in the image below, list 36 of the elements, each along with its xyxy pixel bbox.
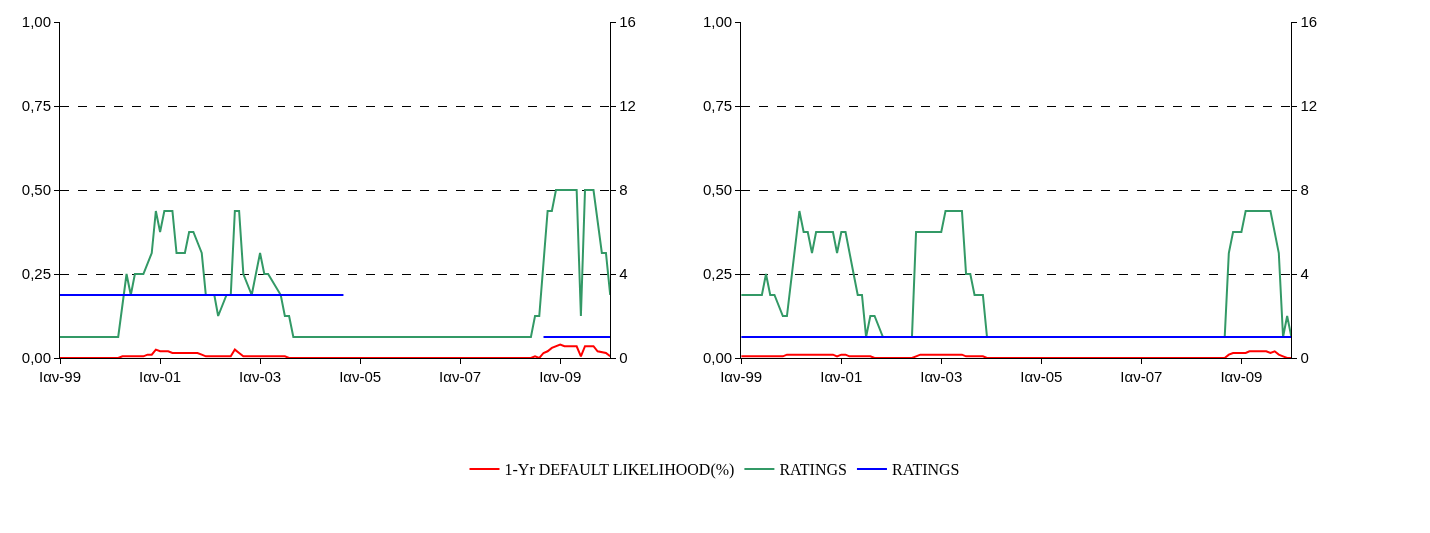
x-tick-label: Ιαν-07 xyxy=(439,368,482,385)
y2-tick-label: 0 xyxy=(1300,349,1309,367)
y-tick-label: 0,50 xyxy=(21,181,51,199)
y2-tick-label: 4 xyxy=(1300,265,1309,283)
x-tick-label: Ιαν-05 xyxy=(1020,368,1063,385)
y-tick-label: 0,75 xyxy=(703,97,733,115)
x-tick-label: Ιαν-01 xyxy=(139,368,182,385)
y-tick-label: 0,00 xyxy=(21,349,51,367)
y-tick-label: 0,75 xyxy=(21,97,51,115)
legend-label: 1-Yr DEFAULT LIKELIHOOD(%) xyxy=(504,461,735,480)
x-tick-label: Ιαν-99 xyxy=(720,368,763,385)
y2-tick-label: 8 xyxy=(619,181,628,199)
y-tick-label: 1,00 xyxy=(21,13,51,31)
y-tick-label: 0,25 xyxy=(21,265,51,283)
y-tick-label: 0,00 xyxy=(703,349,733,367)
y2-tick-label: 0 xyxy=(619,349,628,367)
y-tick-label: 0,50 xyxy=(703,181,733,199)
x-tick-label: Ιαν-09 xyxy=(539,368,582,385)
y-tick-label: 0,25 xyxy=(703,265,733,283)
y2-tick-label: 12 xyxy=(1300,97,1318,115)
legend-label: RATINGS xyxy=(779,461,847,479)
x-tick-label: Ιαν-99 xyxy=(38,368,82,385)
x-tick-label: Ιαν-03 xyxy=(920,368,963,385)
y2-tick-label: 16 xyxy=(1300,13,1318,31)
y-tick-label: 1,00 xyxy=(703,13,733,31)
legend-label: RATINGS xyxy=(891,461,960,479)
y2-tick-label: 16 xyxy=(619,13,636,31)
y2-tick-label: 8 xyxy=(1300,181,1309,199)
x-tick-label: Ιαν-01 xyxy=(820,368,863,385)
line-series xyxy=(60,189,611,338)
y2-tick-label: 4 xyxy=(619,265,628,283)
y2-tick-label: 12 xyxy=(619,97,636,115)
x-tick-label: Ιαν-09 xyxy=(1220,368,1263,385)
x-tick-label: Ιαν-07 xyxy=(1120,368,1163,385)
x-tick-label: Ιαν-05 xyxy=(339,368,382,385)
x-tick-label: Ιαν-03 xyxy=(239,368,282,385)
